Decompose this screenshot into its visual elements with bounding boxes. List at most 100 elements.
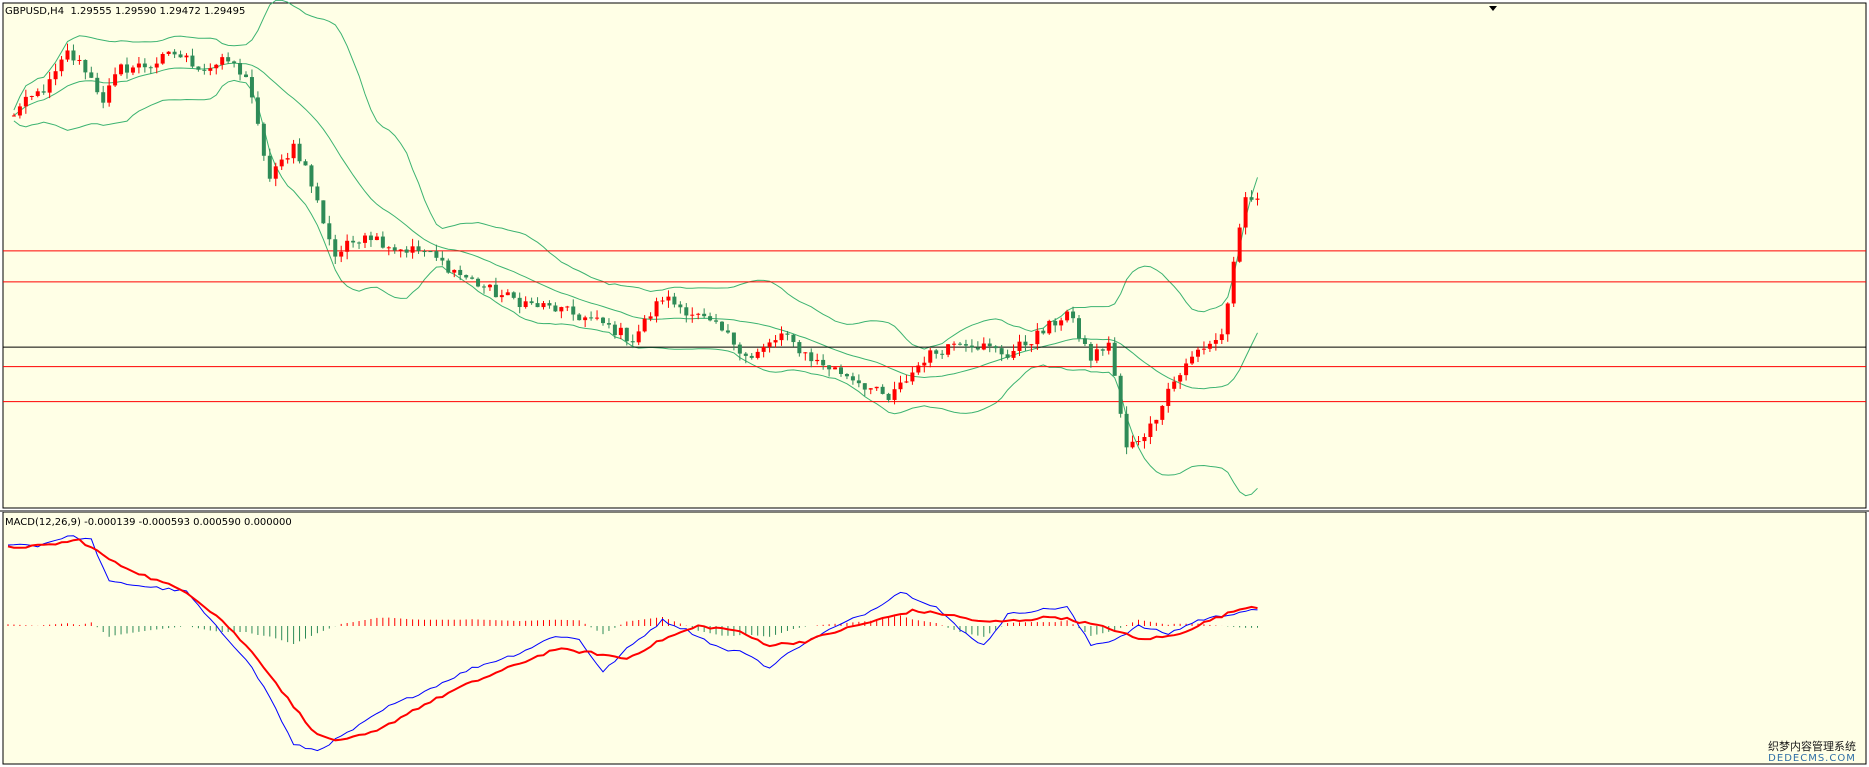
candle-body (850, 376, 855, 381)
candle-body (71, 50, 76, 61)
candle-body (1118, 375, 1123, 414)
candle-body (368, 235, 373, 241)
candle-body (797, 342, 802, 354)
candle-body (714, 320, 719, 322)
candle-body (529, 301, 534, 304)
candle-body (761, 346, 766, 352)
candle-body (363, 235, 367, 243)
candle-body (993, 346, 998, 349)
candle-body (226, 57, 231, 62)
candle-body (547, 303, 552, 306)
candle-body (589, 317, 594, 319)
candle-body (1178, 375, 1183, 382)
candle-body (1053, 320, 1058, 326)
candle-body (642, 318, 647, 332)
candle-body (1082, 338, 1087, 344)
candle-body (827, 365, 832, 370)
candle-body (952, 343, 957, 345)
candle-body (1130, 441, 1135, 448)
candle-body (142, 63, 147, 68)
candle-body (1011, 350, 1016, 358)
candle-body (654, 301, 659, 317)
candle-body (148, 67, 153, 69)
candle-body (428, 251, 433, 253)
candle-body (172, 51, 177, 55)
candle-body (880, 386, 885, 394)
candle-body (731, 332, 736, 345)
candle-body (214, 64, 219, 69)
candle-body (380, 236, 385, 248)
candle-body (1124, 413, 1129, 448)
candle-body (601, 317, 605, 324)
candle-body (1172, 381, 1177, 389)
candle-body (815, 359, 820, 362)
candle-body (249, 77, 254, 98)
candle-body (499, 295, 504, 298)
candle-body (1047, 320, 1052, 334)
candle-body (678, 304, 683, 308)
candle-body (1017, 341, 1022, 351)
candle-body (696, 313, 701, 315)
candle-body (1041, 330, 1046, 334)
candle-body (125, 64, 129, 73)
candle-body (303, 161, 308, 166)
candle-body (1005, 354, 1010, 358)
candle-body (220, 57, 225, 65)
candle-body (476, 278, 481, 287)
candle-body (178, 54, 183, 58)
candle-body (624, 327, 629, 342)
candle-body (1190, 356, 1195, 364)
candle-body (821, 359, 826, 366)
candle-body (1219, 334, 1224, 341)
candle-body (511, 292, 516, 298)
candle-body (1106, 342, 1111, 351)
candle-body (577, 314, 582, 321)
candle-body (1207, 343, 1212, 349)
candle-body (1255, 198, 1260, 200)
candle-body (1077, 318, 1081, 339)
candle-body (1112, 342, 1117, 376)
candle-body (41, 91, 46, 93)
candle-body (833, 367, 838, 370)
candle-body (565, 306, 570, 308)
candle-body (487, 284, 492, 288)
candle-body (940, 353, 945, 355)
candle-body (77, 59, 82, 61)
candle-body (339, 251, 344, 257)
candle-body (1249, 197, 1254, 200)
candle-body (136, 63, 141, 68)
candle-body (35, 91, 40, 96)
candle-body (844, 373, 849, 377)
candle-body (321, 200, 326, 224)
candle-body (571, 306, 576, 315)
candle-body (898, 382, 903, 390)
candle-body (1071, 311, 1076, 319)
candle-body (612, 324, 617, 336)
candle-body (17, 106, 22, 116)
bollinger-middle-band (13, 62, 1258, 390)
candle-body (482, 286, 486, 288)
candle-body (440, 257, 445, 261)
candle-body (166, 51, 171, 55)
candle-body (374, 236, 379, 241)
candle-body (648, 316, 653, 319)
candle-body (958, 343, 962, 345)
candle-body (892, 389, 897, 400)
candle-body (83, 59, 88, 73)
candle-body (59, 59, 64, 72)
candle-body (232, 61, 237, 64)
candle-body (1225, 303, 1230, 335)
candle-body (244, 74, 248, 78)
candle-body (702, 313, 707, 317)
signal-line (7, 538, 1258, 742)
candle-body (1088, 343, 1093, 361)
candle-body (618, 327, 623, 336)
candle-body (327, 223, 332, 240)
candle-body (684, 307, 689, 316)
candle-body (160, 54, 165, 64)
candle-body (53, 71, 58, 80)
candle-body (535, 303, 540, 308)
macd-line (7, 535, 1258, 752)
